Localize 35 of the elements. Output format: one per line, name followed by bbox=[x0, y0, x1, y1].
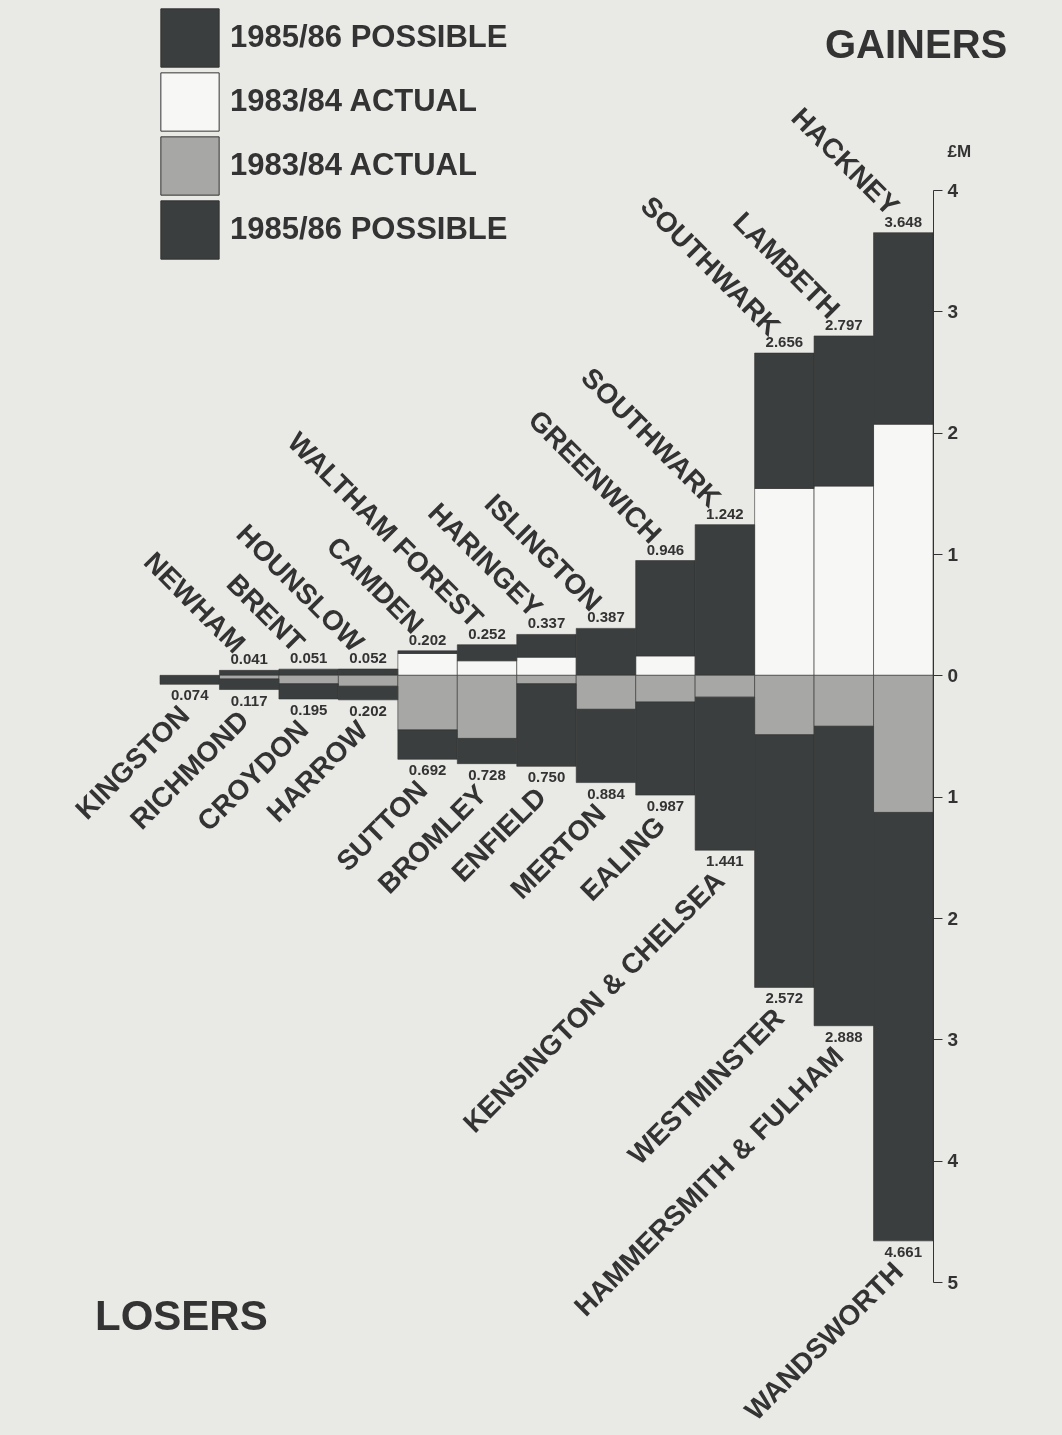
y-tick-label: 5 bbox=[947, 1271, 959, 1293]
text: 0.195 bbox=[289, 700, 328, 718]
text: 3.648 bbox=[884, 212, 923, 230]
text: 0.884 bbox=[587, 784, 625, 802]
y-tick-label: 2 bbox=[947, 422, 959, 444]
text: 0.692 bbox=[408, 761, 447, 779]
y-tick-label: 1 bbox=[947, 786, 959, 808]
text: 0.074 bbox=[170, 686, 209, 704]
text: 0.051 bbox=[289, 649, 328, 667]
legend-label: 1985/86 POSSIBLE bbox=[230, 19, 508, 54]
y-tick-label: 2 bbox=[947, 907, 959, 929]
text: 0.052 bbox=[349, 649, 387, 667]
legend-label: 1983/84 ACTUAL bbox=[230, 147, 477, 182]
text: 0.728 bbox=[468, 765, 506, 783]
y-axis-title: £M bbox=[947, 141, 972, 161]
y-tick-label: 4 bbox=[947, 179, 959, 201]
chart-title: GAINERS bbox=[825, 22, 1008, 66]
legend-label: 1983/84 ACTUAL bbox=[230, 83, 477, 118]
text: 0.202 bbox=[349, 701, 387, 719]
text: 0.987 bbox=[646, 797, 685, 815]
text: 0.117 bbox=[230, 691, 268, 709]
legend-label: 1985/86 POSSIBLE bbox=[230, 211, 508, 246]
text: 0.252 bbox=[468, 624, 506, 642]
text: 0.337 bbox=[527, 614, 566, 632]
y-tick-label: 3 bbox=[947, 1028, 959, 1050]
y-tick-label: 3 bbox=[947, 300, 959, 322]
y-tick-label: 1 bbox=[947, 543, 959, 565]
text: 0.750 bbox=[527, 768, 566, 786]
text: 2.572 bbox=[765, 989, 804, 1007]
text: LOSERS bbox=[95, 1292, 268, 1339]
text: 2.888 bbox=[825, 1027, 863, 1045]
y-tick-label: 0 bbox=[947, 664, 959, 686]
text: 1.441 bbox=[706, 852, 744, 870]
y-tick-label: 4 bbox=[947, 1150, 959, 1172]
text: 4.661 bbox=[884, 1242, 923, 1260]
